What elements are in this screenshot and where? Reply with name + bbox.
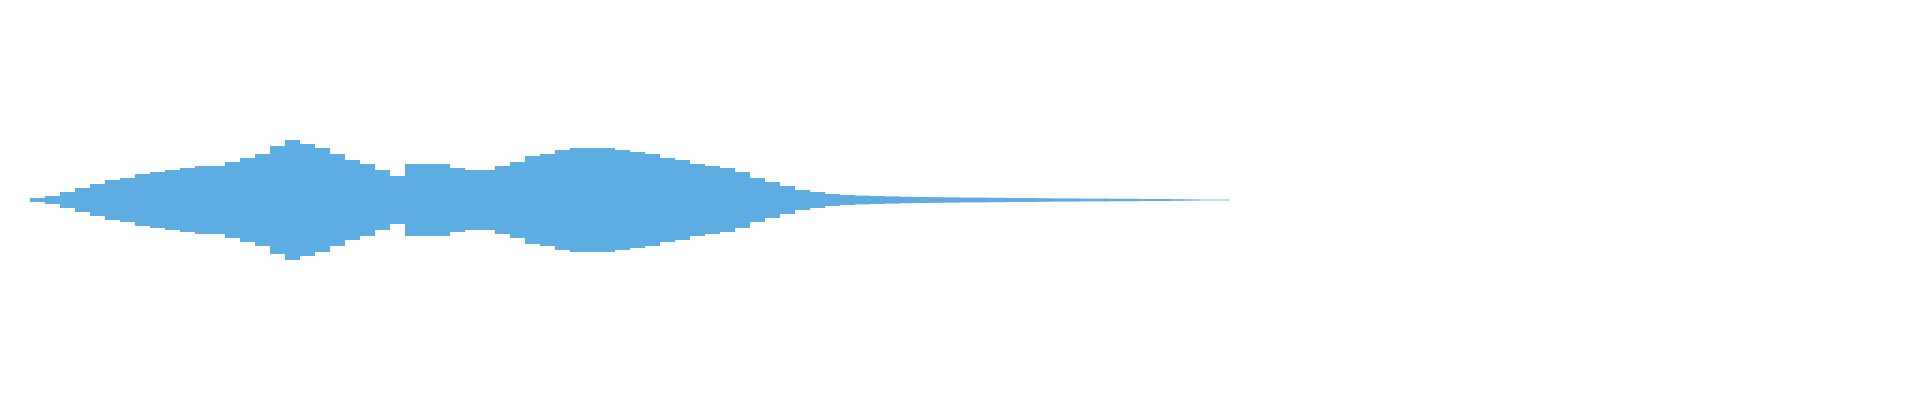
waveform-segment — [330, 154, 345, 246]
waveform-segment — [870, 196, 885, 204]
waveform-segment — [240, 158, 255, 242]
waveform-segment — [690, 164, 705, 236]
waveform-segment — [1050, 198, 1065, 202]
waveform-segment — [615, 150, 630, 250]
waveform-segment — [540, 154, 555, 246]
waveform-segment — [225, 162, 240, 238]
waveform-segment — [405, 164, 420, 236]
waveform-segment — [1020, 198, 1035, 202]
waveform-segment — [255, 154, 270, 246]
waveform-segment — [525, 156, 540, 244]
waveform-segment — [1140, 199, 1155, 201]
waveform-segment — [45, 196, 60, 204]
waveform-segment — [510, 162, 525, 238]
waveform-segment — [735, 172, 750, 228]
waveform-segment — [585, 148, 600, 252]
waveform-segment — [555, 150, 570, 250]
waveform-segment — [915, 197, 930, 203]
waveform-segment — [390, 176, 405, 224]
waveform-segment — [630, 152, 645, 248]
waveform-segment — [1080, 198, 1095, 202]
waveform-segment — [165, 170, 180, 230]
waveform-segment — [465, 170, 480, 230]
waveform-segment — [300, 144, 315, 256]
waveform-segment — [435, 164, 450, 236]
waveform-segment — [990, 197, 1005, 203]
waveform-segment — [285, 140, 300, 260]
waveform-segment — [105, 180, 120, 220]
waveform-segment — [855, 195, 870, 205]
waveform-segment — [1155, 199, 1170, 201]
waveform-segment — [795, 190, 810, 210]
waveform-segment — [120, 178, 135, 222]
waveform-segment — [420, 164, 435, 236]
waveform-segment — [720, 168, 735, 232]
waveform-segment — [360, 164, 375, 236]
waveform-segment — [1170, 199, 1185, 201]
waveform-segment — [675, 160, 690, 240]
waveform-segment — [765, 182, 780, 218]
waveform-segment — [660, 158, 675, 242]
waveform-segment — [195, 166, 210, 234]
waveform-segment — [885, 196, 900, 204]
waveform-segment — [450, 168, 465, 232]
waveform-segment — [180, 168, 195, 232]
waveform-segment — [600, 148, 615, 252]
waveform-segment — [90, 184, 105, 216]
waveform-segment — [570, 148, 585, 252]
waveform-segment — [315, 148, 330, 252]
waveform-segment — [1035, 198, 1050, 202]
waveform-segment — [930, 197, 945, 203]
waveform-segment — [645, 154, 660, 246]
waveform-segment — [75, 188, 90, 212]
waveform-segment — [975, 197, 990, 203]
waveform-segment — [1065, 198, 1080, 202]
waveform-segment — [900, 196, 915, 204]
waveform-segment — [60, 192, 75, 208]
waveform-segment — [480, 170, 495, 230]
waveform-segment — [1185, 199, 1200, 201]
waveform-segment — [150, 172, 165, 228]
waveform-segment — [750, 178, 765, 222]
waveform-segment — [270, 146, 285, 254]
waveform-segment — [705, 166, 720, 234]
waveform-segment — [135, 174, 150, 226]
waveform-segment — [1200, 199, 1215, 201]
waveform-segment — [825, 194, 840, 206]
waveform-segment — [840, 195, 855, 205]
waveform-segment — [210, 166, 225, 234]
waveform-segment — [1095, 198, 1110, 202]
waveform-segment — [30, 198, 45, 202]
waveform-segment — [1110, 198, 1125, 202]
waveform-segment — [780, 186, 795, 214]
waveform-segment — [1005, 198, 1020, 202]
waveform-segment — [810, 192, 825, 208]
waveform-segment — [375, 170, 390, 230]
waveform-segment — [945, 197, 960, 203]
waveform-segment — [1215, 199, 1230, 201]
waveform-segment — [960, 197, 975, 203]
waveform-segment — [495, 166, 510, 234]
waveform-segment — [345, 160, 360, 240]
waveform-segment — [1125, 198, 1140, 202]
